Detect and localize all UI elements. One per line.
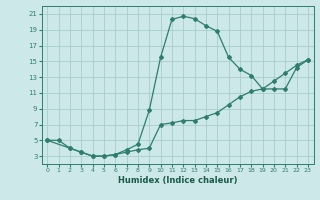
- X-axis label: Humidex (Indice chaleur): Humidex (Indice chaleur): [118, 176, 237, 185]
